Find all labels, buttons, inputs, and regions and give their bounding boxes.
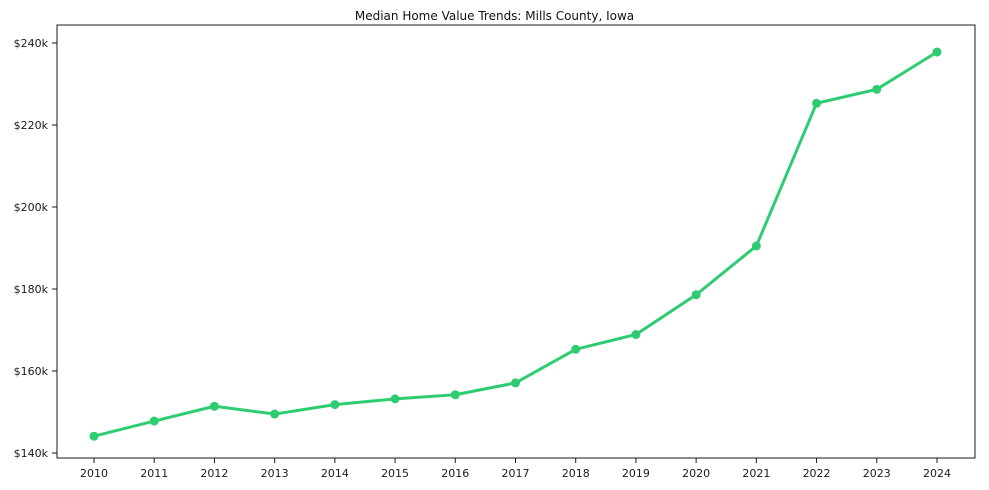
x-tick-label: 2011 — [140, 467, 168, 480]
chart-title: Median Home Value Trends: Mills County, … — [354, 9, 635, 23]
data-point-marker — [209, 401, 219, 411]
data-point-marker — [932, 47, 942, 57]
x-tick-label: 2019 — [622, 467, 650, 480]
x-tick-label: 2018 — [562, 467, 590, 480]
data-point-marker — [89, 431, 99, 441]
x-tick-label: 2016 — [441, 467, 469, 480]
y-tick-label: $160k — [14, 365, 49, 378]
x-tick-label: 2022 — [803, 467, 831, 480]
x-tick-label: 2012 — [200, 467, 228, 480]
x-tick-label: 2020 — [682, 467, 710, 480]
x-tick-label: 2023 — [863, 467, 891, 480]
data-point-marker — [270, 409, 280, 419]
data-point-marker — [149, 416, 159, 426]
data-point-marker — [571, 344, 581, 354]
y-tick-label: $180k — [14, 283, 49, 296]
data-point-marker — [812, 98, 822, 108]
data-point-marker — [511, 378, 520, 388]
y-tick-label: $240k — [14, 37, 49, 50]
data-point-marker — [872, 84, 882, 94]
data-point-marker — [450, 390, 460, 400]
x-tick-label: 2021 — [742, 467, 770, 480]
data-point-marker — [631, 330, 641, 340]
plot-border — [56, 24, 976, 459]
data-point-marker — [751, 241, 761, 251]
x-tick-label: 2010 — [80, 467, 108, 480]
x-tick-label: 2017 — [502, 467, 530, 480]
data-point-marker — [390, 394, 400, 404]
data-point-marker — [691, 290, 701, 300]
x-tick-label: 2014 — [321, 467, 349, 480]
y-tick-label: $220k — [14, 119, 49, 132]
x-tick-label: 2015 — [381, 467, 409, 480]
y-tick-label: $140k — [14, 447, 49, 460]
x-tick-label: 2013 — [261, 467, 289, 480]
y-tick-label: $200k — [14, 201, 49, 214]
x-tick-label: 2024 — [923, 467, 951, 480]
data-point-marker — [330, 400, 340, 410]
